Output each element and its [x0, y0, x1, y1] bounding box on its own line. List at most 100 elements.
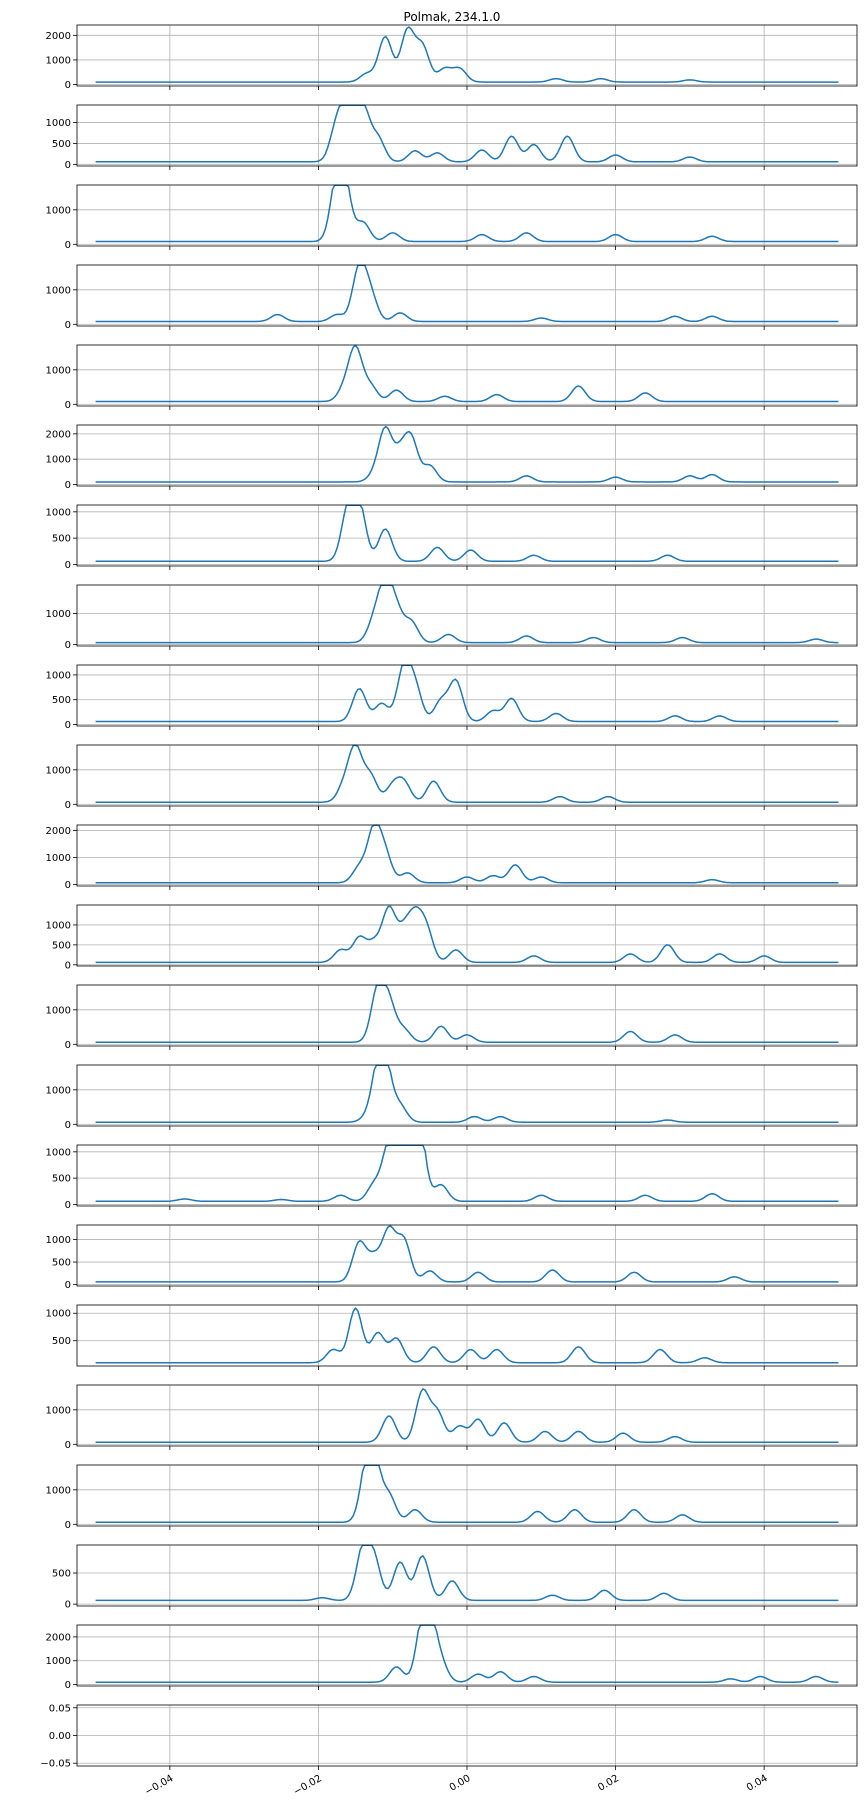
axes-frame [76, 1384, 858, 1447]
subplot-1: 0 1000 2000 [46, 24, 858, 91]
y-tick-label: 1000 [46, 1147, 71, 1158]
axes-frame [76, 584, 858, 647]
axes-frame [76, 1144, 858, 1207]
subplot-2: 0 500 1000 [46, 104, 858, 171]
y-tick-label: 500 [52, 139, 71, 150]
y-tick-label: 1000 [46, 1656, 71, 1667]
series-line [95, 905, 839, 964]
y-tick-label: 1000 [46, 920, 71, 931]
axes-frame [76, 664, 858, 727]
axes-frame [76, 504, 858, 567]
y-tick-label: 0.00 [49, 1731, 71, 1742]
y-tick-label: 1000 [46, 1485, 71, 1496]
axes-frame [76, 1544, 858, 1607]
y-tick-label: −0.05 [40, 1759, 71, 1770]
y-tick-label: 0 [65, 480, 71, 491]
subplot-6: 0 1000 2000 [46, 424, 858, 491]
y-tick-label: 2000 [46, 429, 71, 440]
subplot-16: 0 500 1000 [46, 1224, 858, 1291]
subplot-18: 0 1000 [46, 1384, 858, 1451]
y-tick-label: 0 [65, 160, 71, 171]
series-line [95, 344, 839, 403]
series-line [95, 425, 839, 483]
y-tick-label: 0 [65, 1200, 71, 1211]
subplot-4: 0 1000 [46, 264, 858, 331]
y-tick-label: 1000 [46, 609, 71, 620]
y-tick-label: 0 [65, 960, 71, 971]
y-tick-label: 0 [65, 560, 71, 571]
axes-frame [76, 984, 858, 1047]
axes-frame [76, 1624, 858, 1687]
y-tick-label: 1000 [46, 765, 71, 776]
subplot-7: 0 500 1000 [46, 504, 858, 571]
axes-frame [76, 104, 858, 167]
subplot-12: 0 500 1000 [46, 904, 858, 971]
series-line [95, 184, 839, 243]
x-tick-label: 0.04 [745, 1773, 770, 1794]
y-tick-label: 1000 [46, 670, 71, 681]
axes-frame [76, 184, 858, 247]
y-tick-label: 0 [65, 640, 71, 651]
y-tick-label: 2000 [46, 1632, 71, 1643]
series-line [95, 824, 839, 884]
y-tick-label: 1000 [46, 853, 71, 864]
y-tick-label: 1000 [46, 1235, 71, 1246]
y-tick-label: 0 [65, 1040, 71, 1051]
y-tick-label: 1000 [46, 1405, 71, 1416]
y-tick-label: 500 [52, 534, 71, 545]
subplot-17: 500 1000 [46, 1304, 858, 1370]
y-tick-label: 0 [65, 240, 71, 251]
y-tick-label: 1000 [46, 1005, 71, 1016]
subplot-19: 0 1000 [46, 1464, 858, 1531]
axes-layer: 0 1000 2000 0 500 1000 0 1000 0 1000 0 1000 0 1000 200… [40, 24, 858, 1798]
series-line [95, 1544, 839, 1602]
series-line [95, 584, 839, 644]
axes-frame [76, 1064, 858, 1127]
series-line [95, 744, 839, 803]
y-tick-label: 500 [52, 695, 71, 706]
axes-frame [76, 904, 858, 967]
y-tick-label: 0 [65, 720, 71, 731]
x-tick-label: 0.02 [596, 1773, 621, 1794]
subplot-10: 0 1000 [46, 744, 858, 811]
y-tick-label: 0 [65, 1600, 71, 1611]
y-tick-label: 0 [65, 80, 71, 91]
subplot-5: 0 1000 [46, 344, 858, 411]
series-line [95, 1144, 839, 1203]
y-tick-label: 2000 [46, 31, 71, 42]
y-tick-label: 500 [52, 1569, 71, 1580]
subplot-8: 0 1000 [46, 584, 858, 651]
y-tick-label: 1000 [46, 365, 71, 376]
x-tick-label: −0.04 [143, 1773, 175, 1798]
series-line [95, 1464, 839, 1523]
y-tick-label: 0 [65, 800, 71, 811]
subplot-15: 0 500 1000 [46, 1144, 858, 1211]
y-tick-label: 0 [65, 1520, 71, 1531]
y-tick-label: 1000 [46, 285, 71, 296]
y-tick-label: 0 [65, 1440, 71, 1451]
subplot-9: 0 500 1000 [46, 664, 858, 731]
series-line [95, 1225, 839, 1283]
y-tick-label: 0 [65, 1680, 71, 1691]
series-line [95, 1307, 839, 1364]
axes-frame [76, 744, 858, 807]
y-tick-label: 1000 [46, 1309, 71, 1320]
subplot-21: 0 1000 2000 [46, 1624, 858, 1691]
series-line [95, 1624, 839, 1683]
y-tick-label: 500 [52, 1336, 71, 1347]
axes-frame [76, 1224, 858, 1287]
series-line [95, 26, 839, 83]
series-line [95, 1064, 839, 1123]
y-tick-label: 1000 [46, 118, 71, 129]
series-line [95, 1388, 839, 1443]
y-tick-label: 0 [65, 1280, 71, 1291]
y-tick-label: 0 [65, 880, 71, 891]
subplot-14: 0 1000 [46, 1064, 858, 1131]
y-tick-label: 0 [65, 400, 71, 411]
axes-frame [76, 1464, 858, 1527]
subplot-22: −0.05 0.00 0.05 −0.04 −0.02 0.00 0.02 0.04 [40, 1703, 858, 1798]
x-tick-label: 0.00 [448, 1773, 473, 1794]
y-tick-label: 1000 [46, 55, 71, 66]
series-line [95, 264, 839, 323]
